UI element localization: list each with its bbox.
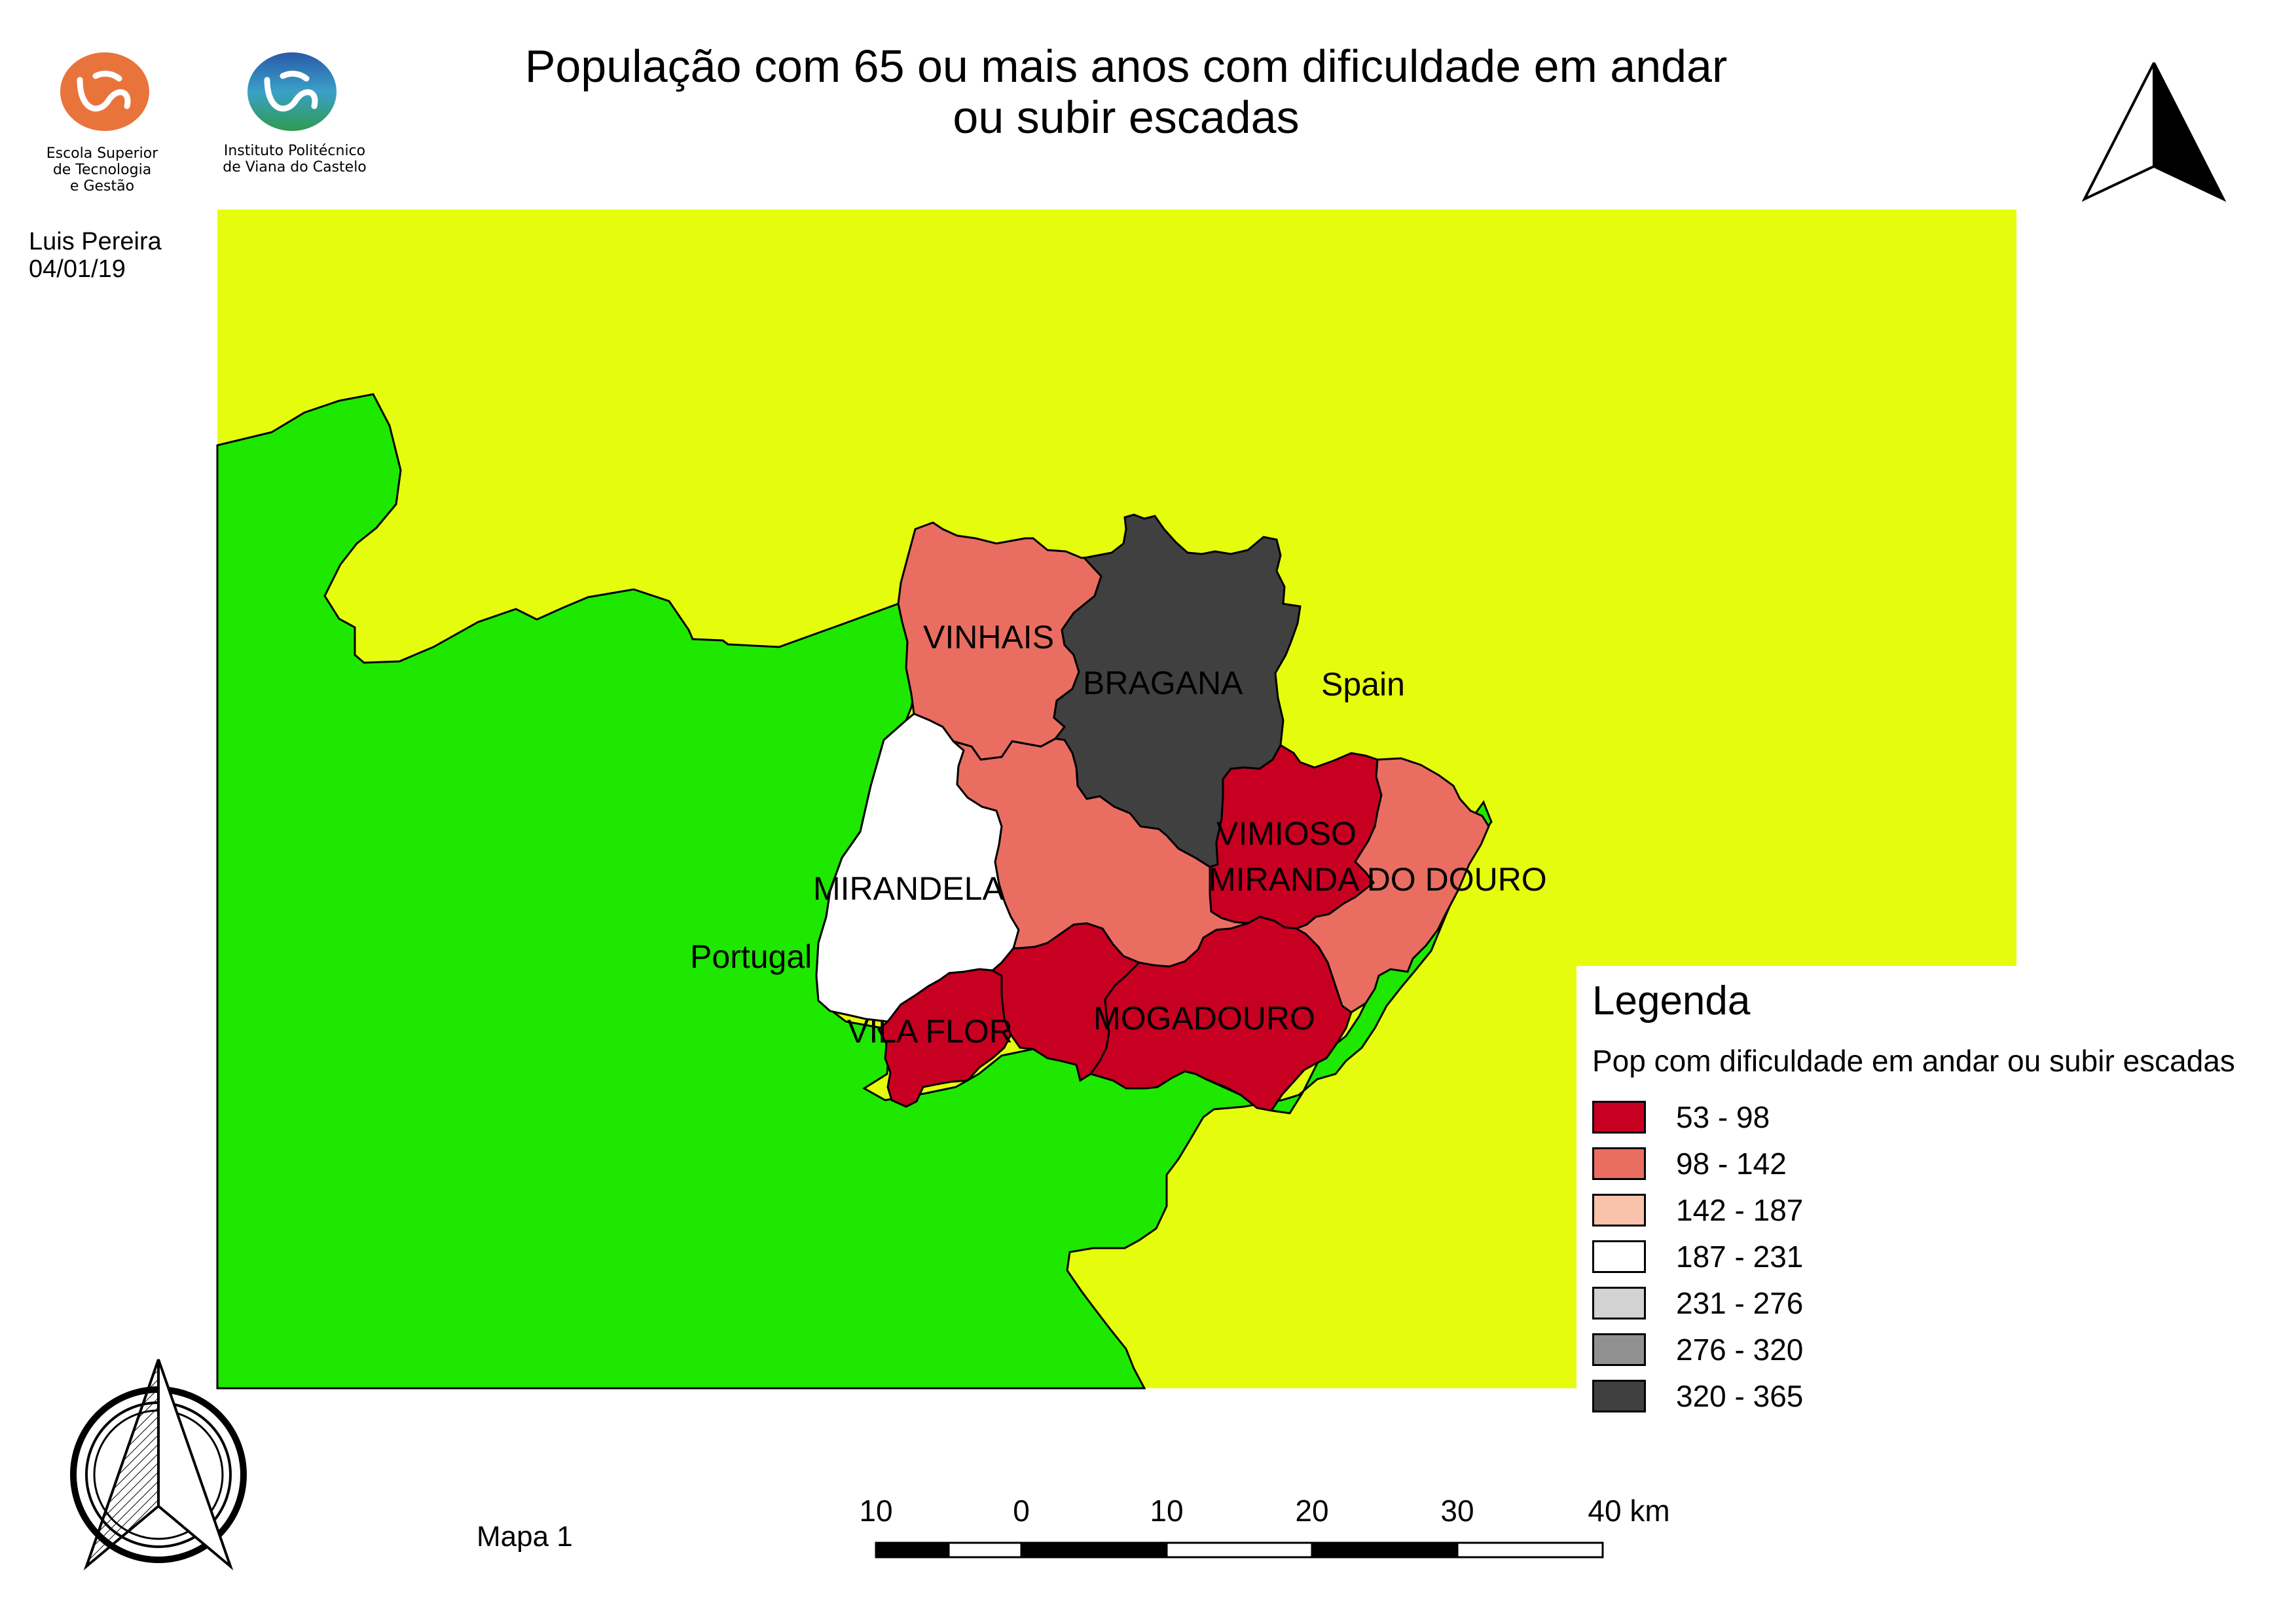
scale-tick-label: 0 bbox=[1013, 1494, 1030, 1528]
legend-label: 231 - 276 bbox=[1676, 1286, 1804, 1320]
municipality-vila-flor bbox=[877, 968, 1012, 1108]
map-title-line-2: ou subir escadas bbox=[953, 92, 1300, 143]
scale-tick-label: 20 bbox=[1295, 1494, 1329, 1528]
legend-swatch bbox=[1592, 1147, 1646, 1180]
author-block: Luis Pereira 04/01/19 bbox=[29, 228, 162, 283]
legend-swatch bbox=[1592, 1333, 1646, 1366]
ipvc-logo-text: Instituto Politécnico de Viana do Castel… bbox=[210, 143, 380, 175]
author-name: Luis Pereira bbox=[29, 228, 162, 255]
legend-swatch bbox=[1592, 1380, 1646, 1412]
legend-label: 98 - 142 bbox=[1676, 1147, 1787, 1181]
ipvc-line-2: de Viana do Castelo bbox=[223, 159, 367, 175]
label-vimioso: VIMIOSO bbox=[1216, 815, 1357, 852]
legend-panel: Legenda Pop com dificuldade em andar ou … bbox=[1576, 966, 2296, 1437]
label-spain: Spain bbox=[1321, 666, 1405, 703]
map-title: População com 65 ou mais anos com dificu… bbox=[367, 41, 1886, 143]
ipvc-logo-icon bbox=[247, 52, 337, 131]
map-title-line-1: População com 65 ou mais anos com dificu… bbox=[524, 41, 1728, 92]
legend-label: 142 - 187 bbox=[1676, 1193, 1804, 1227]
label-portugal: Portugal bbox=[690, 938, 812, 975]
author-date: 04/01/19 bbox=[29, 255, 126, 283]
label-miranda-do-douro: MIRANDA DO DOURO bbox=[1209, 861, 1547, 898]
scale-tick-label: 30 bbox=[1440, 1494, 1474, 1528]
ipvc-line-1: Instituto Politécnico bbox=[223, 143, 366, 159]
label-vila-flor: VILA FLOR bbox=[847, 1013, 1013, 1050]
estg-line-3: e Gestão bbox=[69, 178, 135, 194]
label-mogadouro: MOGADOURO bbox=[1093, 1000, 1315, 1037]
legend-swatch bbox=[1592, 1287, 1646, 1320]
north-arrow-icon bbox=[2081, 62, 2227, 202]
label-vinhais: VINHAIS bbox=[923, 619, 1054, 655]
legend-swatch bbox=[1592, 1101, 1646, 1134]
scale-tick-label: 10 bbox=[1150, 1494, 1184, 1528]
estg-logo-icon bbox=[60, 52, 149, 131]
compass-rose-icon bbox=[70, 1359, 247, 1571]
scale-tick-label: 40 km bbox=[1588, 1494, 1670, 1528]
legend-label: 53 - 98 bbox=[1676, 1100, 1770, 1134]
legend-swatch bbox=[1592, 1240, 1646, 1273]
legend-title: Legenda bbox=[1592, 978, 1751, 1024]
legend-swatch bbox=[1592, 1194, 1646, 1227]
estg-logo-text: Escola Superior de Tecnologia e Gestão bbox=[33, 145, 172, 194]
legend-subtitle: Pop com dificuldade em andar ou subir es… bbox=[1592, 1044, 2235, 1078]
label-mirandela: MIRANDELA bbox=[813, 870, 1004, 907]
estg-line-1: Escola Superior bbox=[46, 145, 158, 162]
legend-label: 187 - 231 bbox=[1676, 1240, 1804, 1274]
legend-label: 320 - 365 bbox=[1676, 1379, 1804, 1413]
legend-label: 276 - 320 bbox=[1676, 1333, 1804, 1367]
map-id-label: Mapa 1 bbox=[477, 1521, 573, 1553]
estg-line-2: de Tecnologia bbox=[52, 162, 152, 178]
municipality-mogadouro bbox=[1089, 915, 1353, 1112]
scale-tick-label: 10 bbox=[859, 1494, 893, 1528]
label-braganca: BRAGANA bbox=[1083, 665, 1243, 701]
